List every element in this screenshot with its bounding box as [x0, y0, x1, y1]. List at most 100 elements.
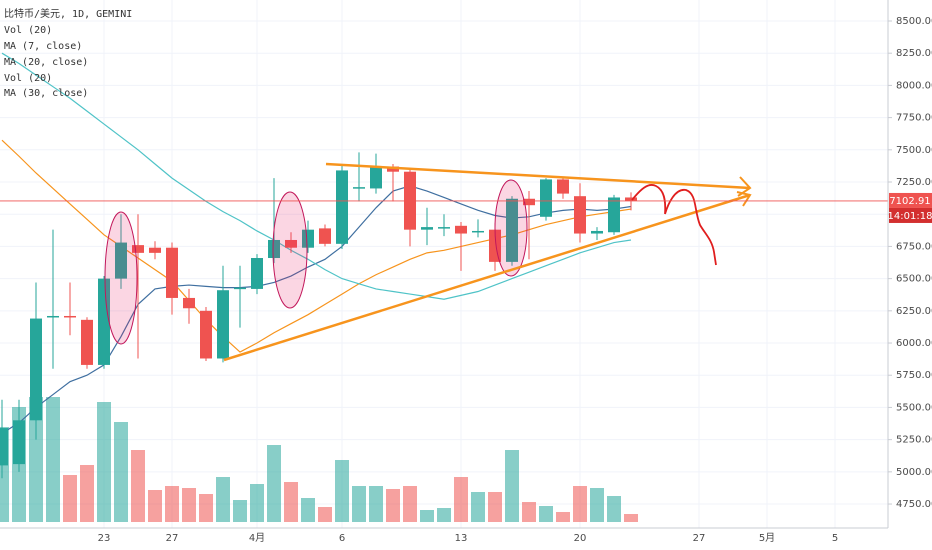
candle-body — [217, 290, 229, 359]
legend: 比特币/美元, 1D, GEMINI Vol (20) MA (7, close… — [4, 7, 132, 99]
annotations — [104, 162, 752, 362]
candle-body — [489, 229, 501, 262]
volume-bar — [488, 492, 502, 522]
volume-bar — [556, 512, 570, 522]
candle-body — [455, 225, 467, 234]
highlight-ellipse — [272, 191, 308, 309]
volume-bar — [250, 484, 264, 522]
volume-bar — [335, 460, 349, 522]
candle-body — [98, 278, 110, 365]
candle-body — [540, 179, 552, 217]
volume-bar — [165, 486, 179, 522]
y-tick-label: 6250.00 — [896, 306, 932, 317]
volume-bar — [454, 477, 468, 522]
candle-body — [506, 198, 518, 262]
countdown-box — [889, 207, 932, 223]
volume-bar — [0, 427, 9, 522]
volume-bar — [182, 488, 196, 522]
candle-body — [438, 227, 450, 229]
x-tick-label: 27 — [166, 533, 179, 544]
y-tick-label: 5750.00 — [896, 370, 932, 381]
candle-body — [625, 197, 637, 201]
y-tick-label: 8000.00 — [896, 80, 932, 91]
candle-body — [30, 318, 42, 421]
candle-body — [115, 242, 127, 279]
candle-body — [421, 227, 433, 230]
y-tick-label: 7500.00 — [896, 145, 932, 156]
y-tick-label: 8250.00 — [896, 48, 932, 59]
candle-body — [183, 297, 195, 309]
countdown-label: 14:01:18 — [888, 211, 932, 222]
indicator-label: Vol (20) — [4, 73, 52, 84]
candle-body — [336, 170, 348, 244]
volume-bar — [46, 397, 60, 522]
last-price-box — [889, 192, 932, 208]
volume-bar — [114, 422, 128, 522]
volume-bar — [199, 494, 213, 522]
x-tick-label: 5月 — [759, 532, 775, 544]
moving-average-line — [1, 52, 632, 300]
candle-body — [234, 287, 246, 290]
volume-bar — [267, 445, 281, 522]
volume-bar — [386, 489, 400, 522]
highlight-ellipse — [494, 179, 528, 277]
last-price-label: 7102.91 — [889, 196, 930, 207]
volume-bar — [624, 514, 638, 522]
candle-body — [132, 245, 144, 253]
volume-bar — [148, 490, 162, 522]
volume-bar — [80, 465, 94, 522]
volume-bar — [573, 486, 587, 522]
y-tick-label: 6750.00 — [896, 241, 932, 252]
volume-bar — [539, 506, 553, 522]
trendline-lower — [223, 193, 751, 362]
volume-bar — [369, 486, 383, 522]
volume-bar — [284, 482, 298, 522]
moving-average-line — [1, 139, 632, 353]
x-tick-label: 4月 — [249, 532, 265, 544]
volume-bar — [590, 488, 604, 522]
candle-body — [387, 166, 399, 172]
x-axis: 23 27 4月 6 13 20 27 5月 5 — [98, 532, 839, 544]
candle-body — [353, 187, 365, 189]
indicator-label: Vol (20) — [4, 25, 52, 36]
candle-body — [591, 230, 603, 234]
y-tick-label: 7250.00 — [896, 177, 932, 188]
candle-body — [64, 315, 76, 318]
candle-body — [608, 197, 620, 233]
candle-body — [268, 239, 280, 259]
volume-bar — [29, 397, 43, 522]
indicator-label: MA (7, close) — [4, 41, 82, 52]
candle-body — [302, 229, 314, 248]
volume-bar — [471, 492, 485, 522]
volume-bar — [318, 507, 332, 522]
candle-body — [149, 247, 161, 253]
volume-bar — [233, 500, 247, 522]
volume-bar — [216, 477, 230, 522]
volume-bar — [437, 508, 451, 522]
y-tick-label: 5250.00 — [896, 435, 932, 446]
price-labels: 7102.91 14:01:18 — [888, 192, 932, 223]
volume-bar — [352, 486, 366, 522]
y-tick-label: 5000.00 — [896, 467, 932, 478]
volume-bar — [301, 498, 315, 522]
indicator-label: MA (30, close) — [4, 88, 88, 99]
volume-bar — [607, 496, 621, 522]
x-tick-label: 13 — [455, 533, 468, 544]
y-tick-label: 8500.00 — [896, 16, 932, 27]
x-tick-label: 27 — [693, 533, 706, 544]
candle-body — [319, 228, 331, 244]
highlight-ellipse — [104, 211, 138, 345]
volume-bar — [97, 402, 111, 522]
candle-body — [472, 230, 484, 233]
candle-body — [13, 420, 25, 465]
candle-body — [81, 319, 93, 365]
y-tick-label: 6500.00 — [896, 274, 932, 285]
candle-body — [285, 239, 297, 248]
volume-bar — [131, 450, 145, 522]
candle-body — [574, 196, 586, 234]
x-tick-label: 6 — [339, 533, 345, 544]
y-tick-label: 4750.00 — [896, 499, 932, 510]
projection-sketch — [631, 184, 717, 266]
